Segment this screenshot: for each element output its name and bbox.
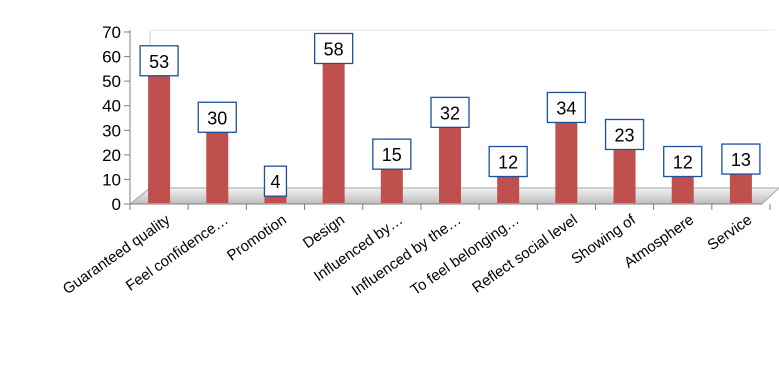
y-tick-label: 70 <box>102 23 121 42</box>
y-tick-label: 40 <box>102 97 121 116</box>
category-label: Feel confidence… <box>123 211 232 294</box>
data-label: 32 <box>440 103 460 123</box>
data-label-box <box>139 45 179 77</box>
data-label-box <box>197 101 237 133</box>
data-label-box <box>604 118 645 151</box>
data-label: 12 <box>498 153 518 173</box>
y-tick-label: 20 <box>102 146 121 165</box>
data-label: 58 <box>324 39 344 59</box>
bar-11 <box>729 172 752 203</box>
category-label: Promotion <box>224 211 290 264</box>
data-label-box <box>546 91 587 124</box>
data-label: 53 <box>149 52 169 72</box>
y-tick-label: 10 <box>102 170 121 189</box>
y-tick-label: 0 <box>112 195 121 214</box>
bar-7 <box>497 174 520 203</box>
bar-10 <box>671 174 694 203</box>
data-label: 4 <box>270 172 280 192</box>
data-label: 23 <box>615 125 635 145</box>
category-label: To feel belonging… <box>408 211 523 299</box>
category-label: Reflect social level <box>469 211 581 296</box>
data-label-box <box>430 96 470 129</box>
data-label-box <box>263 165 288 197</box>
bar-8 <box>555 120 578 203</box>
bar-6 <box>439 125 461 203</box>
bar-5 <box>380 167 403 203</box>
data-label-box <box>372 138 412 170</box>
data-label-box <box>488 145 528 178</box>
data-label-box <box>313 32 354 65</box>
data-label: 34 <box>556 98 576 118</box>
data-label-box <box>663 145 703 178</box>
bar-1 <box>148 73 171 204</box>
bar-4 <box>322 61 345 203</box>
y-tick-label: 50 <box>102 72 121 91</box>
y-tick-label: 30 <box>102 121 121 140</box>
data-label: 30 <box>207 108 227 128</box>
data-label: 15 <box>382 145 402 165</box>
category-label: Guaranteed quality <box>60 211 174 298</box>
data-label-box <box>721 143 761 175</box>
category-label: Influenced by the… <box>349 211 465 299</box>
data-label: 13 <box>731 150 751 170</box>
bar-3 <box>264 194 287 203</box>
bar-9 <box>613 147 636 203</box>
category-label: Service <box>704 211 755 254</box>
data-label: 12 <box>673 153 693 173</box>
bar-2 <box>206 130 229 203</box>
y-tick-label: 60 <box>102 48 121 67</box>
category-label: Design <box>300 211 348 252</box>
